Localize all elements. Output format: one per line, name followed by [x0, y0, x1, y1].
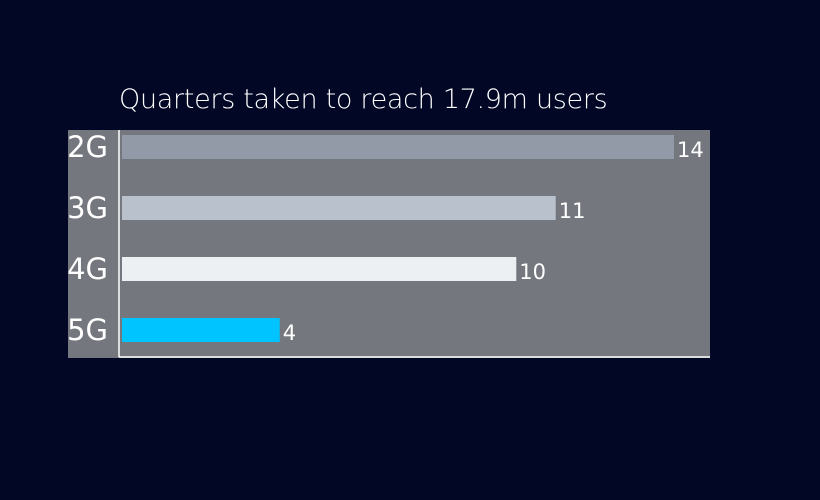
category-label: 3G	[67, 191, 108, 225]
bar-3g	[122, 196, 556, 220]
category-label: 2G	[67, 130, 108, 164]
chart-title: Quarters taken to reach 17.9m users	[119, 84, 608, 115]
bar-5g	[122, 318, 280, 342]
value-label: 4	[283, 321, 296, 345]
value-label: 14	[677, 138, 704, 162]
value-label: 11	[559, 199, 586, 223]
category-label: 5G	[67, 313, 108, 347]
bar-2g	[122, 135, 674, 159]
category-label: 4G	[67, 252, 108, 286]
value-label: 10	[519, 260, 546, 284]
bar-4g	[122, 257, 517, 281]
